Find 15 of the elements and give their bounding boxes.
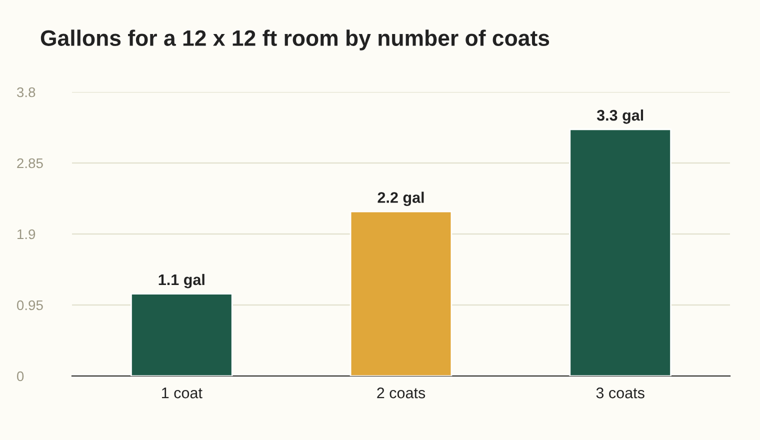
y-tick-label: 2.85 bbox=[17, 158, 43, 168]
data-label: 3.3 gal bbox=[596, 110, 644, 124]
x-tick-label: 1 coat bbox=[162, 388, 202, 398]
bar bbox=[130, 293, 233, 376]
chart-title: Gallons for a 12 x 12 ft room by number of coats bbox=[40, 30, 550, 50]
x-tick-label: 2 coats bbox=[377, 388, 426, 398]
bar bbox=[350, 210, 452, 376]
y-tick-label: 1.9 bbox=[18, 229, 36, 240]
y-tick-label: 0 bbox=[16, 371, 24, 382]
bar bbox=[569, 128, 672, 376]
y-tick-label: 3.8 bbox=[16, 87, 36, 98]
x-tick-label: 3 coats bbox=[596, 388, 644, 398]
data-label: 1.1 gal bbox=[158, 274, 204, 288]
y-tick-label: 0.95 bbox=[16, 300, 43, 310]
data-label: 2.2 gal bbox=[378, 192, 424, 206]
